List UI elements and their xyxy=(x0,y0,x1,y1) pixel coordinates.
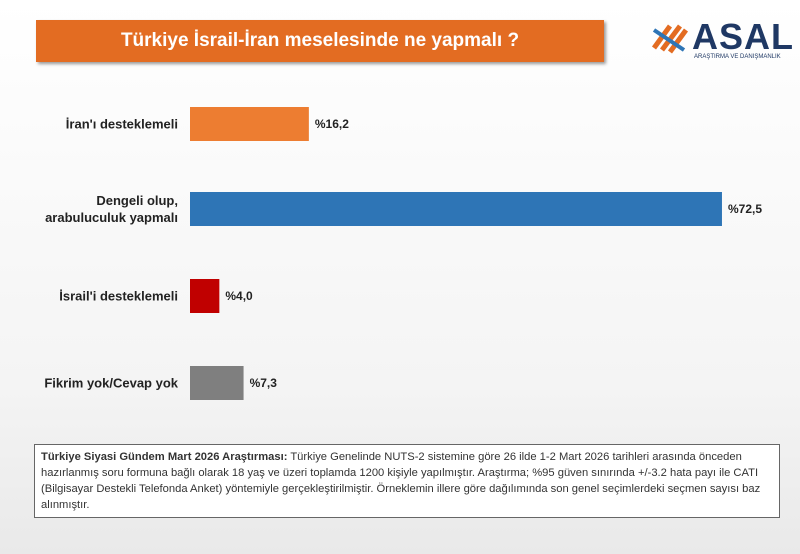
category-label: Dengeli olup, arabuluculuk yapmalı xyxy=(45,193,178,225)
category-label: Fikrim yok/Cevap yok xyxy=(44,375,178,391)
chart-title: Türkiye İsrail-İran meselesinde ne yapma… xyxy=(36,20,604,62)
footnote-text: Türkiye Genelinde NUTS-2 sistemine göre … xyxy=(41,451,761,511)
logo-tagline: ARAŞTIRMA VE DANIŞMANLIK xyxy=(694,54,781,60)
value-label: %4,0 xyxy=(225,289,253,303)
bar xyxy=(190,192,722,226)
bar xyxy=(190,366,244,400)
category-label: İran'ı desteklemeli xyxy=(65,116,178,132)
footnote-heading: Türkiye Siyasi Gündem Mart 2026 Araştırm… xyxy=(41,451,288,463)
logo: ASAL ARAŞTIRMA VE DANIŞMANLIK xyxy=(650,16,793,62)
category-label: İsrail'i desteklemeli xyxy=(59,288,178,304)
bar xyxy=(190,279,220,313)
logo-icon xyxy=(651,24,689,54)
bar xyxy=(190,107,309,141)
plot xyxy=(190,107,722,400)
footnote: Türkiye Siyasi Gündem Mart 2026 Araştırm… xyxy=(34,444,780,518)
value-label: %7,3 xyxy=(249,376,277,390)
logo-name: ASAL xyxy=(692,16,794,57)
value-label: %16,2 xyxy=(314,117,349,131)
value-label: %72,5 xyxy=(727,202,762,216)
